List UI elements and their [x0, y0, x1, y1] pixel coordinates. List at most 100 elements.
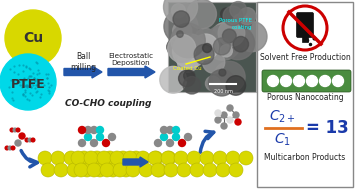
Circle shape [173, 133, 179, 140]
Circle shape [74, 163, 88, 177]
Text: Multicarbon Products: Multicarbon Products [265, 153, 346, 163]
Circle shape [220, 45, 232, 57]
Circle shape [90, 126, 98, 133]
Text: Cu: Cu [23, 31, 43, 45]
Circle shape [67, 163, 81, 177]
Circle shape [152, 163, 166, 177]
Circle shape [233, 112, 239, 118]
Circle shape [96, 126, 104, 133]
Circle shape [222, 29, 236, 43]
Circle shape [281, 75, 292, 87]
Circle shape [77, 151, 91, 165]
Circle shape [215, 117, 221, 123]
Circle shape [333, 75, 344, 87]
Circle shape [239, 8, 256, 25]
Circle shape [106, 163, 120, 177]
Text: 200 nm: 200 nm [214, 89, 232, 94]
Circle shape [173, 11, 189, 27]
Circle shape [119, 163, 133, 177]
Circle shape [151, 163, 165, 177]
Circle shape [25, 137, 30, 143]
Circle shape [90, 151, 104, 165]
Circle shape [205, 25, 241, 60]
Circle shape [54, 163, 68, 177]
Circle shape [84, 133, 91, 140]
FancyBboxPatch shape [168, 2, 256, 92]
Circle shape [84, 151, 98, 165]
Circle shape [15, 127, 21, 132]
Circle shape [283, 6, 327, 50]
Circle shape [195, 28, 216, 50]
Circle shape [51, 151, 65, 165]
Circle shape [174, 41, 193, 60]
Circle shape [160, 66, 187, 93]
Circle shape [194, 44, 214, 64]
Text: $C_1$: $C_1$ [273, 132, 290, 148]
Circle shape [103, 151, 117, 165]
Circle shape [226, 33, 245, 52]
FancyArrow shape [108, 66, 155, 78]
Circle shape [168, 34, 196, 62]
Circle shape [233, 36, 248, 52]
Text: CO-CHO coupling: CO-CHO coupling [65, 98, 151, 108]
Circle shape [126, 163, 140, 177]
Circle shape [79, 139, 85, 146]
Circle shape [215, 110, 221, 116]
Circle shape [209, 70, 235, 96]
Circle shape [167, 139, 173, 146]
Circle shape [97, 151, 111, 165]
Circle shape [184, 133, 192, 140]
Circle shape [136, 151, 150, 165]
Text: PTFE: PTFE [11, 77, 45, 91]
Circle shape [10, 127, 15, 132]
Circle shape [227, 105, 233, 111]
Circle shape [229, 163, 243, 177]
Circle shape [226, 76, 246, 95]
Circle shape [177, 31, 183, 37]
Circle shape [240, 16, 252, 29]
Text: Ball
milling: Ball milling [70, 52, 96, 72]
Circle shape [172, 4, 185, 18]
Circle shape [171, 23, 205, 58]
Circle shape [226, 151, 240, 165]
Circle shape [230, 2, 247, 18]
Circle shape [213, 151, 227, 165]
Circle shape [84, 126, 91, 133]
Text: Porous PTFE
coating: Porous PTFE coating [219, 18, 252, 30]
Text: Solvent Free Production: Solvent Free Production [260, 53, 350, 61]
Circle shape [161, 133, 168, 140]
Text: $C_{2+}$: $C_{2+}$ [269, 109, 295, 125]
Circle shape [0, 54, 56, 110]
Text: Coated Cu: Coated Cu [173, 67, 201, 71]
FancyBboxPatch shape [297, 12, 314, 37]
Circle shape [96, 133, 104, 140]
Circle shape [116, 151, 130, 165]
FancyArrow shape [123, 157, 148, 167]
Circle shape [193, 34, 219, 60]
Circle shape [27, 137, 32, 143]
Circle shape [12, 127, 17, 132]
Circle shape [173, 126, 179, 133]
FancyArrow shape [64, 66, 102, 78]
Circle shape [233, 14, 247, 27]
Circle shape [203, 163, 217, 177]
Circle shape [223, 6, 243, 26]
Circle shape [19, 133, 25, 139]
Circle shape [190, 163, 204, 177]
Circle shape [109, 133, 115, 140]
Circle shape [267, 75, 278, 87]
Circle shape [4, 146, 10, 151]
Circle shape [183, 77, 201, 94]
Circle shape [163, 0, 198, 24]
Circle shape [319, 75, 330, 87]
FancyBboxPatch shape [257, 2, 353, 187]
Circle shape [113, 163, 127, 177]
Circle shape [79, 126, 85, 133]
Circle shape [7, 146, 12, 151]
Circle shape [212, 22, 239, 49]
Circle shape [38, 151, 52, 165]
Circle shape [216, 163, 230, 177]
Circle shape [187, 0, 216, 29]
Circle shape [205, 76, 220, 91]
Circle shape [164, 163, 178, 177]
